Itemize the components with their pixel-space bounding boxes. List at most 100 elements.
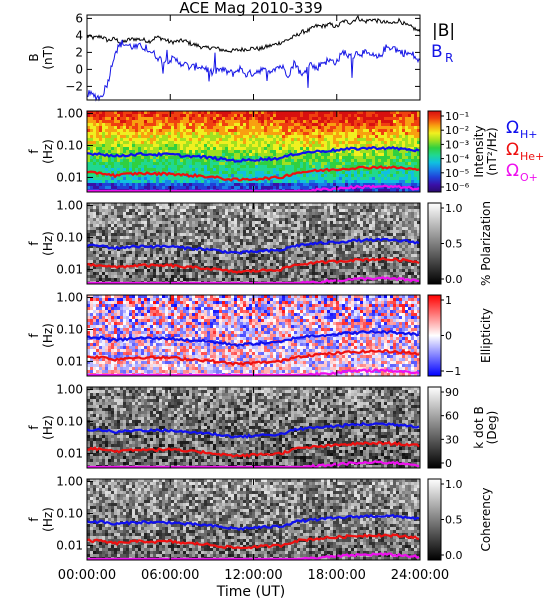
spectrogram-cell — [234, 114, 238, 118]
spectrogram-cell — [213, 186, 217, 190]
spectrogram-cell — [90, 162, 94, 166]
spectrogram-cell — [87, 266, 91, 270]
spectrogram-cell — [138, 162, 142, 166]
spectrogram-cell — [408, 114, 412, 118]
spectrogram-cell — [231, 266, 235, 270]
spectrogram-cell — [387, 132, 391, 136]
spectrogram-cell — [318, 132, 322, 136]
spectrogram-cell — [171, 260, 175, 264]
spectrogram-cell — [141, 212, 145, 216]
spectrogram-cell — [162, 209, 166, 213]
spectrogram-cell — [216, 126, 220, 130]
spectrogram-cell — [96, 183, 100, 187]
spectrogram-cell — [96, 206, 100, 210]
spectrogram-cell — [351, 153, 355, 157]
spectrogram-cell — [93, 117, 97, 121]
y-tick-label: 4 — [75, 28, 83, 42]
spectrogram-cell — [357, 174, 361, 178]
spectrogram-cell — [237, 230, 241, 234]
spectrogram-cell — [303, 153, 307, 157]
spectrogram-cell — [117, 227, 121, 231]
spectrogram-cell — [417, 144, 421, 148]
spectrogram-cell — [312, 126, 316, 130]
spectrogram-cell — [120, 248, 124, 252]
spectrogram-cell — [231, 135, 235, 139]
spectrogram-cell — [282, 251, 286, 255]
spectrogram-cell — [243, 114, 247, 118]
spectrogram-cell — [126, 257, 130, 261]
spectrogram-cell — [240, 224, 244, 228]
spectrogram-cell — [123, 212, 127, 216]
spectrogram-cell — [363, 120, 367, 124]
spectrogram-cell — [288, 236, 292, 240]
spectrogram-cell — [111, 263, 115, 267]
spectrogram-cell — [201, 251, 205, 255]
spectrogram-cell — [114, 272, 118, 276]
spectrogram-cell — [144, 275, 148, 279]
spectrogram-cell — [282, 123, 286, 127]
spectrogram-cell — [123, 126, 127, 130]
spectrogram-cell — [333, 138, 337, 142]
spectrogram-cell — [120, 156, 124, 160]
spectrogram-cell — [99, 117, 103, 121]
spectrogram-cell — [207, 120, 211, 124]
spectrogram-cell — [216, 236, 220, 240]
spectrogram-cell — [210, 272, 214, 276]
spectrogram-cell — [228, 209, 232, 213]
spectrogram-cell — [237, 209, 241, 213]
spectrogram-cell — [288, 278, 292, 282]
spectrogram-cell — [336, 180, 340, 184]
spectrogram-cell — [120, 260, 124, 264]
spectrogram-cell — [345, 117, 349, 121]
spectrogram-cell — [372, 126, 376, 130]
spectrogram-cell — [186, 209, 190, 213]
spectrogram-cell — [183, 215, 187, 219]
spectrogram-cell — [216, 251, 220, 255]
spectrogram-cell — [105, 174, 109, 178]
spectrogram-cell — [120, 165, 124, 169]
spectrogram-cell — [300, 141, 304, 145]
spectrogram-cell — [207, 221, 211, 225]
spectrogram-cell — [135, 126, 139, 130]
spectrogram-cell — [225, 209, 229, 213]
spectrogram-cell — [396, 144, 400, 148]
spectrogram-cell — [288, 165, 292, 169]
spectrogram-cell — [231, 257, 235, 261]
spectrogram-cell — [240, 150, 244, 154]
spectrogram-cell — [144, 257, 148, 261]
spectrogram-cell — [195, 114, 199, 118]
spectrogram-cell — [171, 263, 175, 267]
spectrogram-cell — [132, 242, 136, 246]
spectrogram-cell — [117, 156, 121, 160]
spectrogram-cell — [195, 221, 199, 225]
spectrogram-cell — [411, 111, 415, 115]
spectrogram-cell — [87, 156, 91, 160]
spectrogram-cell — [258, 239, 262, 243]
spectrogram-cell — [303, 180, 307, 184]
spectrogram-cell — [249, 272, 253, 276]
spectrogram-cell — [219, 123, 223, 127]
spectrogram-cell — [261, 236, 265, 240]
spectrogram-cell — [291, 236, 295, 240]
spectrogram-cell — [168, 257, 172, 261]
spectrogram-cell — [111, 236, 115, 240]
spectrogram-cell — [255, 239, 259, 243]
spectrogram-cell — [135, 162, 139, 166]
spectrogram-cell — [204, 230, 208, 234]
spectrogram-cell — [156, 251, 160, 255]
spectrogram-cell — [207, 174, 211, 178]
spectrogram-cell — [363, 168, 367, 172]
spectrogram-cell — [339, 132, 343, 136]
spectrogram-cell — [162, 180, 166, 184]
spectrogram-cell — [315, 129, 319, 133]
spectrogram-cell — [390, 126, 394, 130]
spectrogram-cell — [276, 212, 280, 216]
spectrogram-cell — [348, 153, 352, 157]
spectrogram-cell — [234, 174, 238, 178]
spectrogram-cell — [156, 278, 160, 282]
spectrogram-cell — [123, 111, 127, 115]
spectrogram-cell — [366, 120, 370, 124]
spectrogram-cell — [228, 126, 232, 130]
spectrogram-cell — [393, 114, 397, 118]
spectrogram-cell — [378, 129, 382, 133]
